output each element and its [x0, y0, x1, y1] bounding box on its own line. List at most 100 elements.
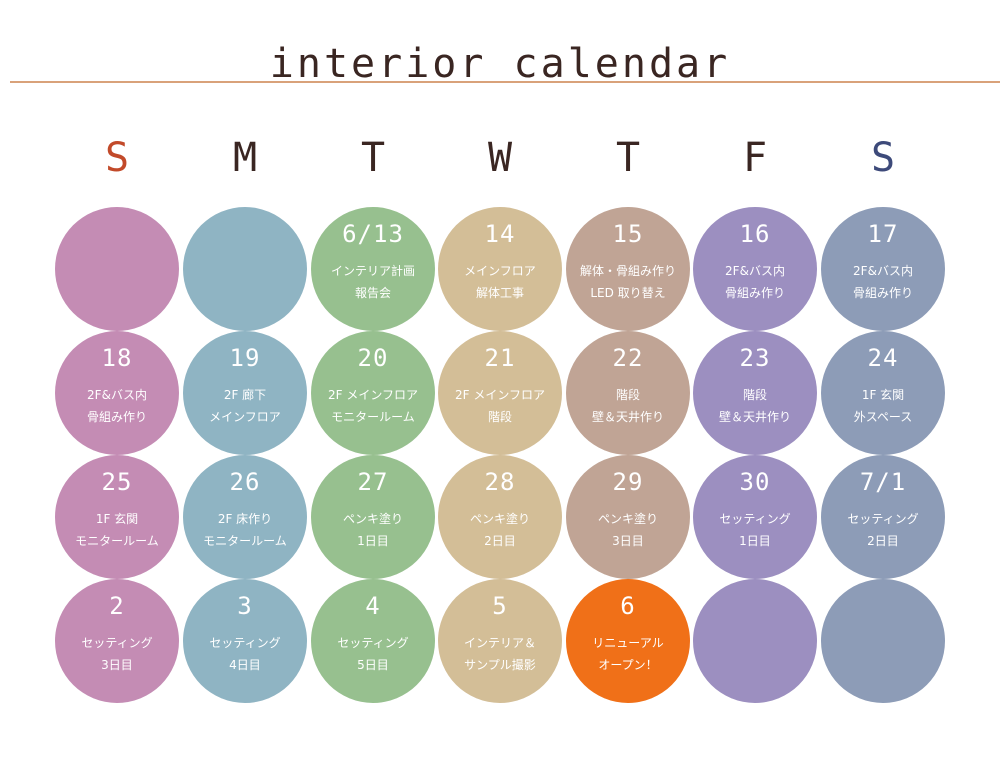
day-cell: 7/1 セッティング 2日目: [821, 455, 945, 579]
day-cell: 22 階段 壁＆天井作り: [566, 331, 690, 455]
day-event-line-2: LED 取り替え: [590, 286, 666, 300]
day-cell: [821, 579, 945, 703]
day-event-line-2: メインフロア: [209, 410, 281, 424]
day-event-line-1: 2F メインフロア: [455, 388, 545, 402]
day-event-line-2: サンプル撮影: [464, 658, 536, 672]
day-event-line-1: 2F 廊下: [223, 388, 267, 402]
day-number: 5: [492, 592, 508, 620]
day-event-line-2: 5日目: [357, 658, 389, 672]
day-event-line-1: インテリア計画: [330, 264, 415, 278]
day-number: 28: [484, 468, 516, 496]
day-cell: [693, 579, 817, 703]
day-event-line-2: 1日目: [357, 534, 389, 548]
day-event-line-2: 骨組み作り: [852, 286, 913, 300]
day-event-line-1: インテリア＆: [463, 636, 536, 650]
day-number: 7/1: [859, 468, 907, 496]
day-cell: 27 ペンキ塗り 1日目: [311, 455, 435, 579]
day-cell: 15 解体・骨組み作り LED 取り替え: [566, 207, 690, 331]
day-cell: 26 2F 床作り モニタールーム: [183, 455, 307, 579]
day-event-line-2: 3日目: [101, 658, 133, 672]
day-event-line-2: 外スペース: [853, 410, 913, 424]
day-event-line-2: 階段: [487, 410, 512, 424]
day-number: 21: [484, 344, 516, 372]
day-cell: 6 リニューアル オープン！: [566, 579, 690, 703]
day-event-line-2: 骨組み作り: [86, 410, 147, 424]
day-event-line-2: 3日目: [612, 534, 644, 548]
day-cell: 24 1F 玄関外スペース: [821, 331, 945, 455]
day-number: 16: [739, 220, 771, 248]
day-event-line-2: 壁＆天井作り: [591, 410, 664, 424]
day-number: 15: [612, 220, 644, 248]
day-cell: 16 2F&バス内 骨組み作り: [693, 207, 817, 331]
day-number: 30: [739, 468, 771, 496]
day-event-line-1: 2F&バス内: [87, 388, 147, 402]
day-number: 22: [612, 344, 644, 372]
day-number: 26: [229, 468, 261, 496]
weekday-label-2: T: [360, 135, 386, 181]
day-cell: 25 1F 玄関モニタールーム: [55, 455, 179, 579]
day-event-line-1: 1F 玄関: [861, 388, 905, 402]
day-number: 2: [109, 592, 125, 620]
weekday-label-4: T: [615, 135, 641, 181]
day-event-line-1: 2F メインフロア: [328, 388, 418, 402]
weekday-label-3: W: [487, 135, 513, 181]
day-event-line-1: セッティング: [81, 636, 153, 650]
day-cell: 2 セッティング 3日目: [55, 579, 179, 703]
day-cell: 23 階段壁＆天井作り: [693, 331, 817, 455]
day-number: 18: [101, 344, 133, 372]
day-number: 23: [739, 344, 771, 372]
weekday-label-6: S: [870, 135, 896, 181]
day-event-line-1: 階段: [742, 388, 767, 402]
day-cell: 4 セッティング 5日目: [311, 579, 435, 703]
day-event-line-2: 報告会: [354, 286, 391, 300]
weekday-label-1: M: [232, 135, 258, 181]
day-event-line-1: 解体・骨組み作り: [579, 264, 676, 278]
day-event-line-2: モニタールーム: [203, 534, 287, 548]
day-cell: [55, 207, 179, 331]
day-number: 14: [484, 220, 516, 248]
day-event-line-1: セッティング: [209, 636, 281, 650]
day-number: 4: [365, 592, 381, 620]
day-event-line-1: 2F 床作り: [217, 512, 273, 526]
day-cell: 28 ペンキ塗り 2日目: [438, 455, 562, 579]
day-cell: 14 メインフロア 解体工事: [438, 207, 562, 331]
day-event-line-1: セッティング: [337, 636, 409, 650]
day-cell: 6/13 インテリア計画 報告会: [311, 207, 435, 331]
day-event-line-2: 4日目: [229, 658, 261, 672]
day-event-line-1: ペンキ塗り: [597, 512, 658, 526]
title-underline: [10, 81, 1000, 83]
day-event-line-2: 解体工事: [475, 286, 524, 300]
day-event-line-1: セッティング: [719, 512, 791, 526]
day-cell: 17 2F&バス内 骨組み作り: [821, 207, 945, 331]
day-event-line-2: 壁＆天井作り: [718, 410, 791, 424]
calendar-title: interior calendar: [269, 41, 731, 87]
day-event-line-1: セッティング: [847, 512, 919, 526]
day-event-line-2: モニタールーム: [331, 410, 415, 424]
day-cell: [183, 207, 307, 331]
day-event-line-1: ペンキ塗り: [469, 512, 530, 526]
day-number: 25: [101, 468, 133, 496]
day-event-line-2: モニタールーム: [75, 534, 159, 548]
day-cell: 21 2F メインフロア 階段: [438, 331, 562, 455]
day-event-line-2: 2日目: [867, 534, 899, 548]
day-number: 29: [612, 468, 644, 496]
day-cell: 19 2F 廊下メインフロア: [183, 331, 307, 455]
day-cell: 18 2F&バス内 骨組み作り: [55, 331, 179, 455]
day-number: 27: [357, 468, 389, 496]
day-event-line-2: オープン！: [598, 658, 658, 672]
day-cell: 20 2F メインフロア モニタールーム: [311, 331, 435, 455]
day-event-line-1: メインフロア: [464, 264, 536, 278]
day-number: 24: [867, 344, 899, 372]
day-number: 6/13: [342, 220, 404, 248]
day-event-line-1: 2F&バス内: [853, 264, 913, 278]
day-number: 3: [237, 592, 253, 620]
day-number: 19: [229, 344, 261, 372]
day-event-line-2: 1日目: [739, 534, 771, 548]
day-event-line-1: 1F 玄関: [95, 512, 139, 526]
day-number: 20: [357, 344, 389, 372]
day-cell: 3 セッティング 4日目: [183, 579, 307, 703]
day-number: 6: [620, 592, 636, 620]
day-cell: 29 ペンキ塗り 3日目: [566, 455, 690, 579]
